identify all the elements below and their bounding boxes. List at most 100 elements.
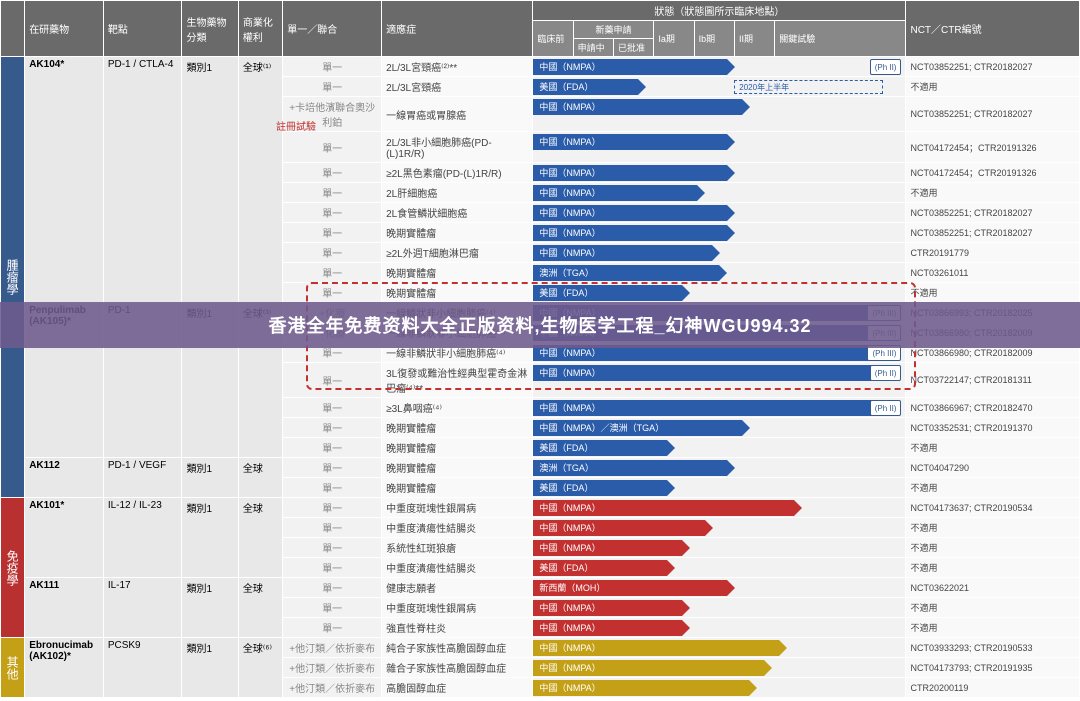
indication-cell: 晚期實體瘤: [382, 263, 533, 283]
mono-cell: 單一: [283, 598, 382, 618]
indication-cell: 健康志願者: [382, 578, 533, 598]
com-cell: 全球: [238, 578, 282, 638]
nct-cell: NCT03852251; CTR20182027: [906, 203, 1080, 223]
arrow-icon: [667, 560, 675, 576]
status-bar-cell: 中國（NMPA）: [533, 183, 906, 203]
indication-cell: 2L食管鱗狀細胞癌: [382, 203, 533, 223]
status-bar: 美國（FDA）: [533, 480, 667, 496]
arrow-icon: [719, 265, 727, 281]
arrow-icon: [727, 165, 735, 181]
status-bar: 中國（NMPA）: [533, 680, 749, 696]
nct-cell: NCT03352531; CTR20191370: [906, 418, 1080, 438]
mono-cell: 單一: [283, 132, 382, 163]
status-bar-cell: 中國（NMPA）／澳洲（TGA）: [533, 418, 906, 438]
status-bar: 美國（FDA）: [533, 79, 637, 95]
nct-cell: 不適用: [906, 77, 1080, 97]
h-drug: 在研藥物: [25, 1, 104, 57]
indication-cell: ≥3L鼻咽癌⁽⁴⁾: [382, 398, 533, 418]
nct-cell: 不適用: [906, 618, 1080, 638]
indication-cell: 中重度潰瘍性結腸炎: [382, 518, 533, 538]
indication-cell: 晚期實體瘤: [382, 438, 533, 458]
status-bar-cell: 美國（FDA）: [533, 558, 906, 578]
cls-cell: 類別1: [182, 57, 238, 303]
table-row: 其他Ebronucimab (AK102)*PCSK9類別1全球⁽⁶⁾+他汀類／…: [1, 638, 1080, 658]
h-indic: 適應症: [382, 1, 533, 57]
mono-cell: +他汀類／依折麥布: [283, 638, 382, 658]
drug-cell: AK104*: [25, 57, 104, 303]
indication-cell: 系統性紅斑狼瘡: [382, 538, 533, 558]
status-bar: 中國（NMPA）: [533, 59, 727, 75]
mono-cell: +他汀類／依折麥布: [283, 658, 382, 678]
mono-cell: 單一: [283, 498, 382, 518]
arrow-icon: [794, 500, 802, 516]
arrow-icon: [638, 79, 646, 95]
arrow-icon: [727, 580, 735, 596]
status-bar-cell: 美國（FDA）: [533, 478, 906, 498]
mono-cell: 單一: [283, 418, 382, 438]
arrow-icon: [727, 205, 735, 221]
status-bar: 新西蘭（MOH）: [533, 580, 727, 596]
indication-cell: 中重度斑塊性銀屑病: [382, 498, 533, 518]
h-nct: NCT／CTR編號: [906, 1, 1080, 57]
arrow-icon: [682, 620, 690, 636]
registered-trial-annotation: 註冊試驗: [276, 118, 316, 133]
status-bar: 中國（NMPA）: [533, 99, 741, 115]
h-pivotal: 關鍵試驗: [775, 21, 906, 57]
indication-cell: 晚期實體瘤: [382, 223, 533, 243]
status-bar: 中國（NMPA）: [533, 640, 779, 656]
tgt-cell: PD-1 / VEGF: [103, 458, 182, 498]
arrow-icon: [727, 225, 735, 241]
status-bar: 中國（NMPA）: [533, 620, 682, 636]
indication-cell: 一線胃癌或胃腺癌: [382, 97, 533, 132]
status-bar-cell: 中國（NMPA）: [533, 538, 906, 558]
cls-cell: 類別1: [182, 578, 238, 638]
com-cell: 全球: [238, 458, 282, 498]
indication-cell: 晚期實體瘤: [382, 478, 533, 498]
status-bar-cell: 美國（FDA）: [533, 283, 906, 303]
status-bar: 中國（NMPA）／澳洲（TGA）: [533, 420, 741, 436]
drug-cell: AK112: [25, 458, 104, 498]
status-bar: 中國（NMPA）: [533, 540, 682, 556]
nct-cell: NCT04172454；CTR20191326: [906, 163, 1080, 183]
h-ph2: II期: [734, 21, 774, 57]
status-bar-cell: 美國（FDA） 2020年上半年: [533, 77, 906, 97]
indication-cell: 2L/3L宮頸癌: [382, 77, 533, 97]
arrow-icon: [682, 285, 690, 301]
nct-cell: NCT03852251; CTR20182027: [906, 223, 1080, 243]
mono-cell: 單一: [283, 518, 382, 538]
table-row: AK111IL-17類別1全球單一健康志願者新西蘭（MOH）NCT0362202…: [1, 578, 1080, 598]
arrow-icon: [727, 134, 735, 150]
arrow-icon: [742, 99, 750, 115]
status-bar: 中國（NMPA）: [533, 134, 727, 150]
arrow-icon: [749, 680, 757, 696]
com-cell: 全球⁽⁶⁾: [238, 638, 282, 698]
indication-cell: 強直性脊柱炎: [382, 618, 533, 638]
status-bar-cell: 中國（NMPA） (Ph II): [533, 57, 906, 77]
com-cell: 全球⁽¹⁾: [238, 57, 282, 303]
arrow-icon: [712, 245, 720, 261]
h-target: 靶點: [103, 1, 182, 57]
forecast-dashed: 2020年上半年: [734, 80, 883, 94]
phase-badge: (Ph II): [870, 59, 902, 75]
status-bar: 美國（FDA）: [533, 560, 667, 576]
mono-cell: 單一: [283, 558, 382, 578]
status-bar: 中國（NMPA）: [533, 520, 704, 536]
mono-cell: 單一: [283, 203, 382, 223]
nct-cell: 不適用: [906, 183, 1080, 203]
nct-cell: CTR20200119: [906, 678, 1080, 698]
table-row: AK112PD-1 / VEGF類別1全球單一晚期實體瘤澳洲（TGA）NCT04…: [1, 458, 1080, 478]
status-bar-cell: 中國（NMPA）: [533, 598, 906, 618]
status-bar-cell: 中國（NMPA）: [533, 658, 906, 678]
nct-cell: NCT04047290: [906, 458, 1080, 478]
mono-cell: 單一: [283, 163, 382, 183]
cls-cell: 類別1: [182, 638, 238, 698]
indication-cell: 純合子家族性高膽固醇血症: [382, 638, 533, 658]
com-cell: 全球: [238, 498, 282, 578]
status-bar: 澳洲（TGA）: [533, 460, 727, 476]
status-bar: 中國（NMPA）: [533, 185, 697, 201]
status-bar-cell: 中國（NMPA）: [533, 618, 906, 638]
pipeline-table: 在研藥物 靶點 生物藥物分類 商業化權利 單一／聯合 適應症 狀態（狀態圖所示臨…: [0, 0, 1080, 698]
category-label: 腫瘤學: [1, 57, 25, 498]
status-bar-cell: 中國（NMPA）: [533, 132, 906, 163]
nct-cell: CTR20191779: [906, 243, 1080, 263]
